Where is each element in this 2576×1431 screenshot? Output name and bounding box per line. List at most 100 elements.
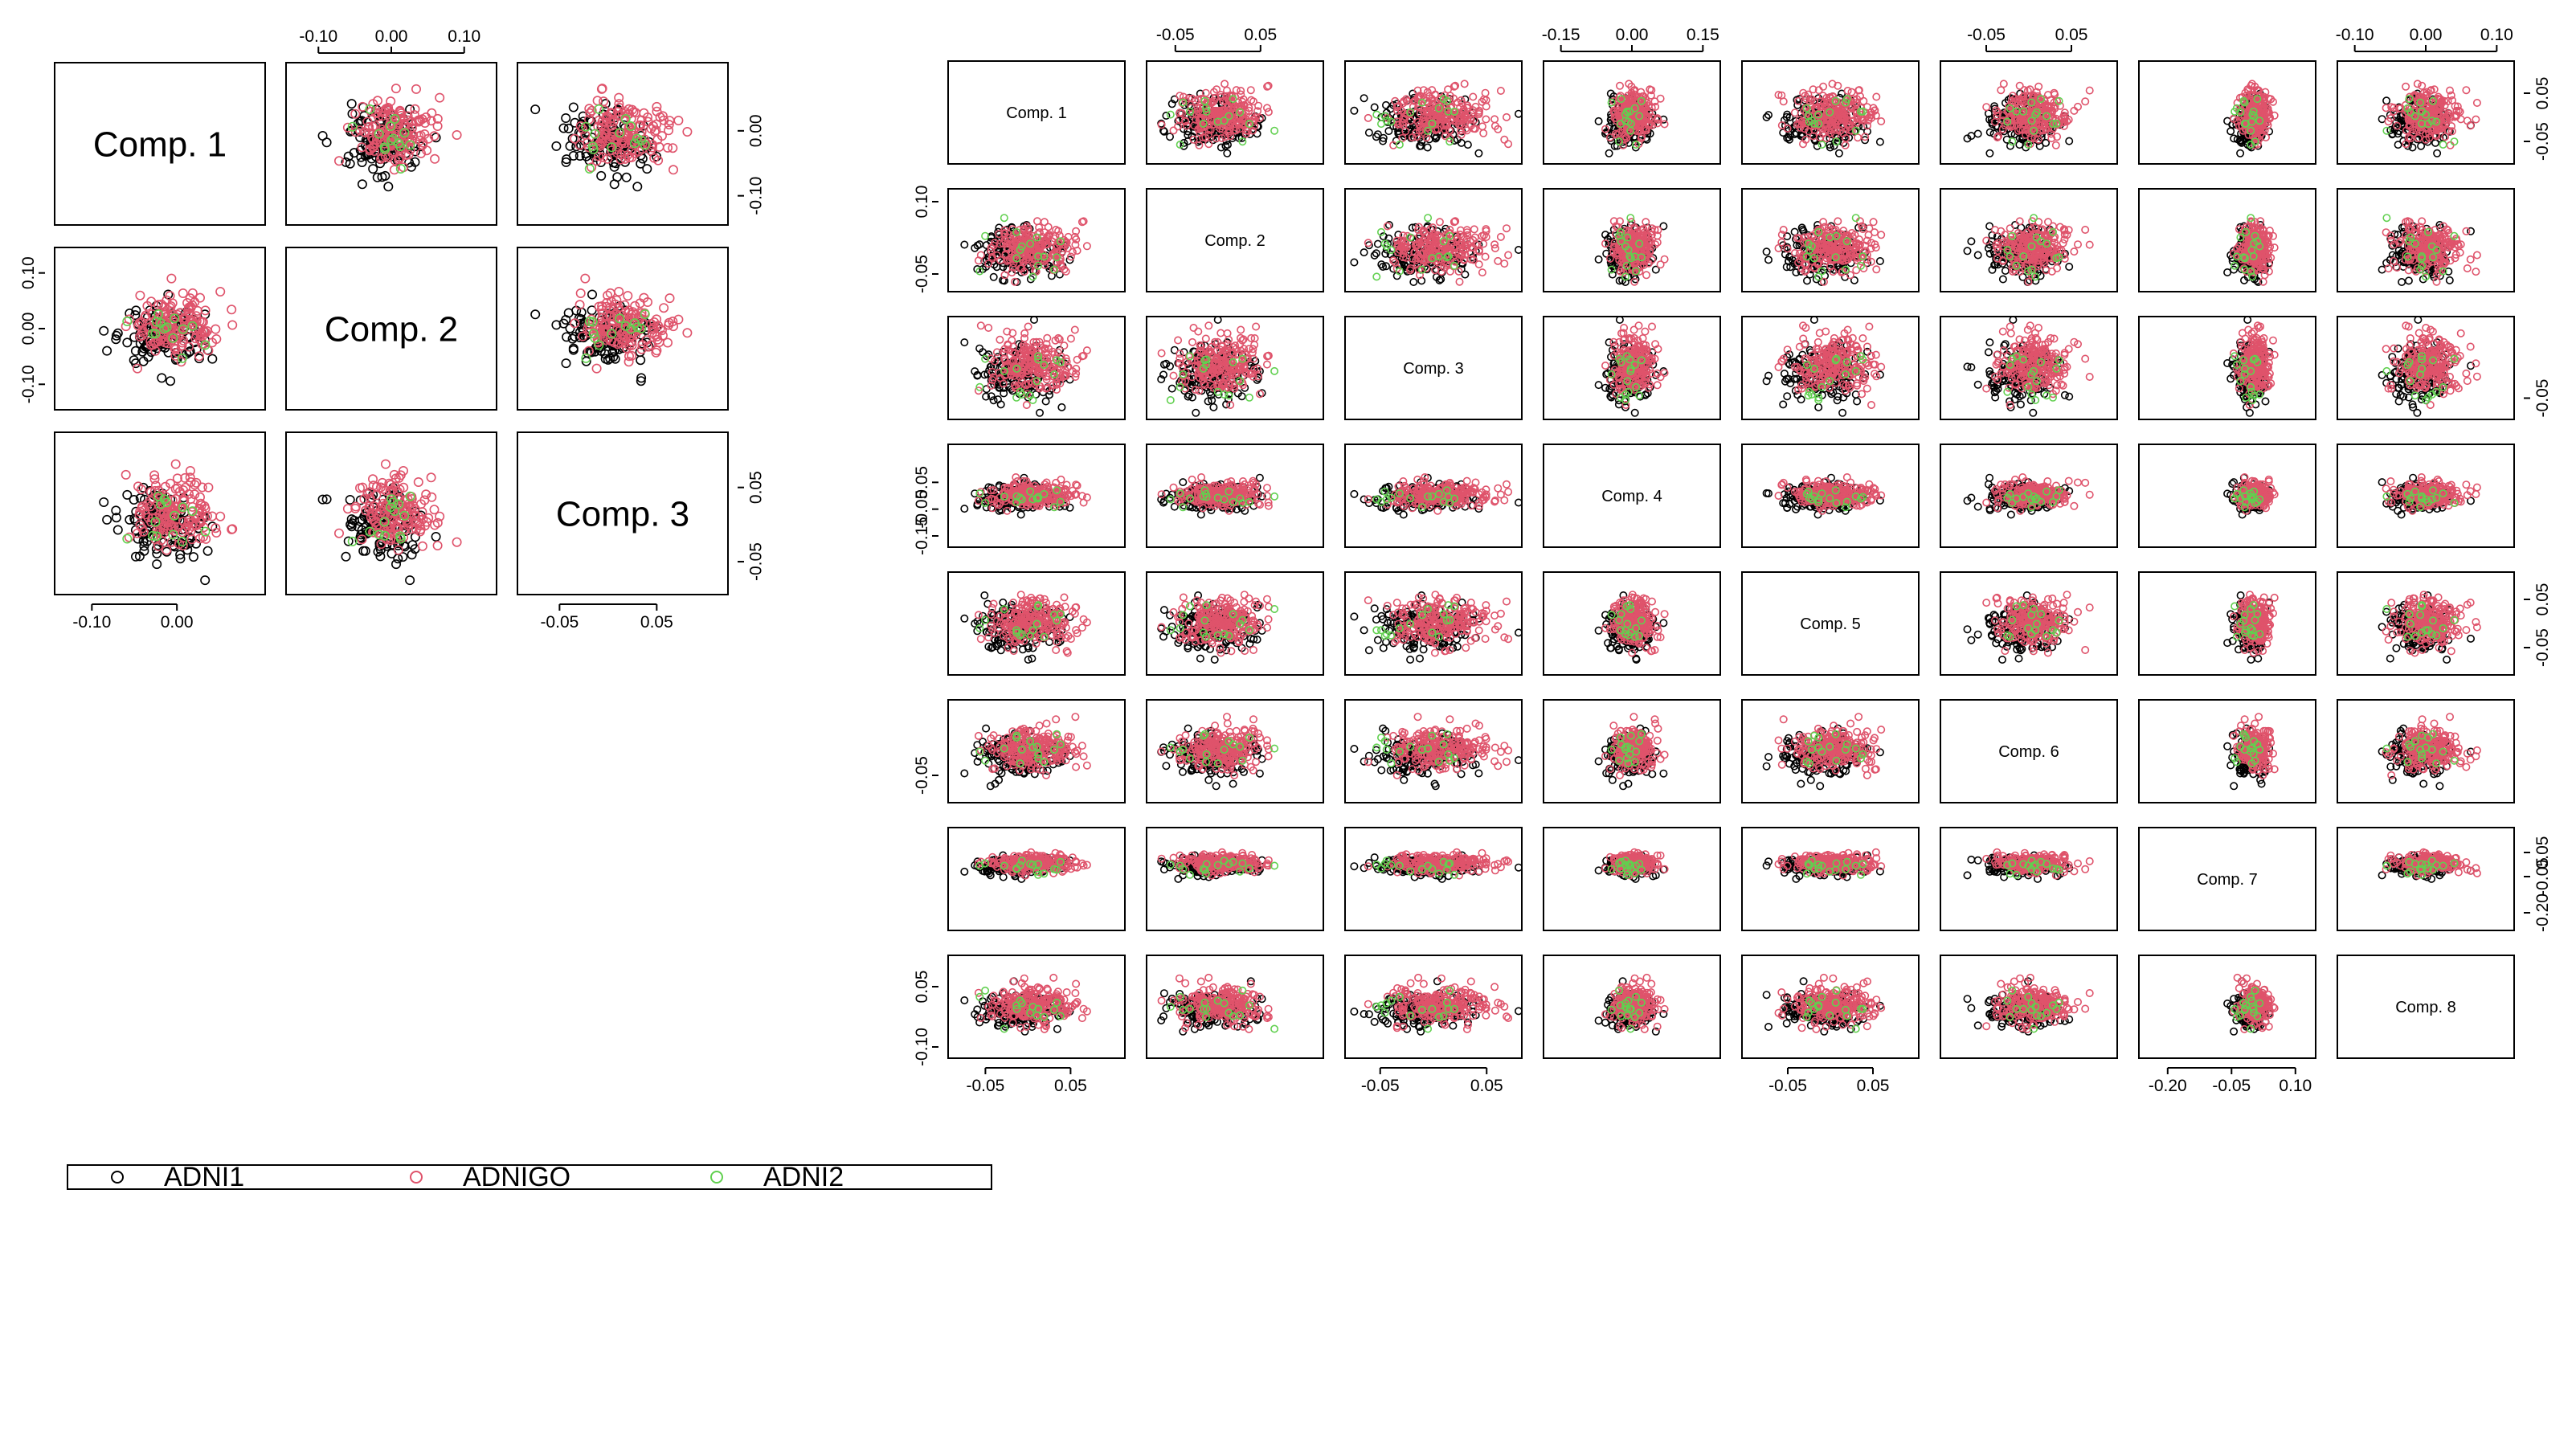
panel-r1-c7: [2138, 60, 2316, 165]
point-adni1: [207, 354, 218, 364]
point-adni2: [405, 140, 415, 150]
point-adni1: [357, 179, 367, 190]
point-adnigo: [121, 469, 131, 480]
point-adni1: [565, 323, 575, 333]
point-adni2: [626, 121, 636, 132]
point-adni1: [112, 525, 123, 535]
point-adnigo: [435, 92, 445, 103]
point-adnigo: [1040, 218, 1049, 227]
point-adnigo: [600, 129, 611, 140]
point-adnigo: [627, 104, 637, 115]
point-adni1: [317, 131, 328, 141]
point-adnigo: [362, 117, 373, 127]
point-adnigo: [133, 363, 143, 374]
point-adnigo: [615, 154, 626, 165]
point-adni1: [138, 356, 149, 366]
point-adnigo: [2462, 86, 2471, 95]
point-adni1: [112, 328, 123, 338]
point-adnigo: [373, 112, 383, 122]
point-adni1: [989, 272, 998, 281]
point-adnigo: [1616, 81, 1625, 90]
point-adnigo: [148, 340, 158, 350]
panel-r1-c1: Comp. 1: [947, 60, 1126, 165]
point-adni1: [2382, 96, 2391, 105]
point-adnigo: [575, 121, 586, 132]
point-adnigo: [1854, 133, 1862, 142]
point-adnigo: [1169, 126, 1178, 135]
point-adni2: [632, 133, 642, 144]
point-adni2: [1377, 120, 1386, 129]
point-adni2: [395, 141, 406, 152]
point-adnigo: [575, 288, 586, 298]
point-adnigo: [1660, 120, 1669, 129]
point-adnigo: [1656, 94, 1665, 103]
point-adni1: [530, 104, 541, 115]
point-adni2: [2450, 137, 2459, 146]
point-adnigo: [614, 103, 624, 113]
point-adnigo: [2085, 86, 2094, 95]
panel-r2-c3: [517, 247, 729, 411]
point-adnigo: [1819, 82, 1828, 91]
diagonal-label: Comp. 1: [1006, 104, 1067, 122]
point-adnigo: [403, 149, 414, 160]
point-adni1: [2378, 115, 2386, 124]
point-adni1: [1350, 106, 1359, 115]
panel-r2-c2: Comp. 2: [285, 247, 497, 411]
point-adni1: [530, 309, 541, 320]
point-adnigo: [410, 104, 420, 114]
point-adni2: [374, 129, 384, 139]
point-adnigo: [170, 459, 181, 469]
point-adnigo: [187, 288, 198, 298]
point-adni2: [347, 121, 358, 132]
point-adni2: [122, 316, 133, 326]
panel-frame: [285, 62, 497, 226]
point-adnigo: [614, 92, 624, 103]
point-adni1: [102, 514, 112, 525]
point-adni1: [2065, 137, 2074, 145]
tick-label: 0.05: [640, 613, 673, 632]
point-adnigo: [452, 537, 462, 547]
point-adnigo: [1364, 113, 1372, 122]
panel-r1-c8: [2337, 60, 2515, 165]
point-adnigo: [417, 541, 427, 551]
point-adnigo: [2466, 121, 2475, 130]
point-adni2: [1270, 126, 1279, 135]
point-adni1: [1223, 149, 1232, 157]
point-adni1: [1515, 109, 1523, 118]
panel-r2-c3: [1344, 188, 1523, 292]
point-adnigo: [427, 108, 437, 118]
point-adnigo: [570, 318, 580, 329]
point-adnigo: [357, 142, 367, 153]
point-adnigo: [1482, 115, 1490, 124]
point-adnigo: [597, 84, 607, 94]
point-adnigo: [607, 108, 617, 119]
point-adnigo: [1263, 104, 1272, 112]
point-adnigo: [585, 108, 595, 118]
point-adni1: [561, 113, 571, 124]
point-adnigo: [386, 96, 396, 107]
point-adnigo: [583, 142, 594, 153]
point-adnigo: [607, 145, 617, 156]
panel-frame: [54, 62, 266, 226]
point-adnigo: [407, 123, 417, 133]
tick-label: 0.10: [448, 27, 480, 46]
point-adni1: [1364, 129, 1373, 137]
diagonal-label: Comp. 2: [1204, 232, 1266, 250]
point-adni1: [2433, 149, 2442, 157]
point-adnigo: [602, 111, 612, 121]
point-adnigo: [386, 132, 397, 142]
point-adnigo: [580, 273, 591, 284]
point-adni1: [1474, 149, 1483, 157]
point-adni1: [166, 376, 176, 386]
point-adni1: [1382, 100, 1391, 109]
diagonal-label: Comp. 2: [325, 309, 458, 349]
panel-frame: [2138, 60, 2316, 165]
point-adni1: [1360, 94, 1368, 103]
point-adni1: [99, 497, 109, 507]
point-adnigo: [2472, 99, 2481, 108]
point-adni1: [341, 551, 351, 562]
point-adni2: [1000, 214, 1008, 223]
point-adnigo: [367, 142, 378, 153]
point-adnigo: [1500, 135, 1509, 144]
